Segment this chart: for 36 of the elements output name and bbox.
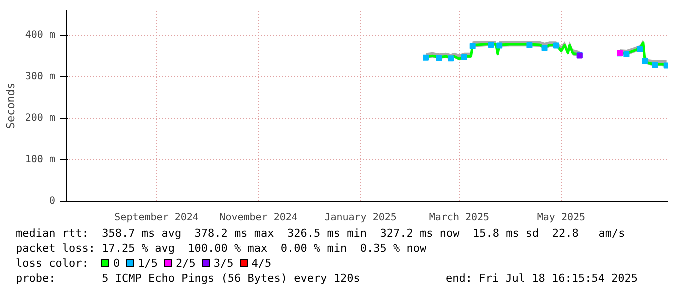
text: loss color: — [16, 257, 89, 270]
legend-label: 2/5 — [176, 257, 196, 270]
point — [526, 42, 533, 48]
text: packet loss: 17.25 % avg 100.00 % max 0.00 % min 0.35 % now — [16, 242, 427, 255]
y-tick-label: 100 m — [25, 154, 56, 166]
point — [423, 54, 430, 61]
point — [470, 43, 476, 50]
y-tick-label: 200 m — [25, 112, 56, 124]
y-tick-label: 400 m — [25, 30, 56, 41]
y-tick-label: 300 m — [25, 71, 56, 82]
point — [553, 42, 560, 49]
y-tick-label: 0 — [49, 196, 56, 207]
x-tick-label: November 2024 — [220, 212, 298, 224]
y-axis-title: Seconds — [4, 82, 18, 130]
point — [488, 42, 494, 48]
text: median rtt: 358.7 ms avg 378.2 ms max 326.5 ms min 327.2 ms now 15.8 ms sd 22.8 am/s — [16, 227, 626, 240]
text: end: Fri Jul 18 16:15:54 2025 — [446, 272, 638, 285]
point — [496, 42, 503, 49]
point — [637, 46, 644, 53]
point — [448, 56, 454, 62]
point — [652, 62, 658, 68]
legend-label: 3/5 — [214, 257, 234, 270]
x-tick-label: January 2025 — [324, 212, 397, 224]
point — [542, 45, 548, 52]
point — [642, 58, 648, 64]
x-tick-label: May 2025 — [537, 212, 586, 224]
point — [664, 62, 668, 69]
legend-label: 0 — [113, 257, 120, 270]
legend-label: 1/5 — [138, 257, 158, 270]
text: probe: 5 ICMP Echo Pings (56 Bytes) every 120s — [16, 271, 362, 286]
legend-label: 4/5 — [252, 257, 272, 270]
x-tick-label: March 2025 — [429, 212, 490, 224]
point — [624, 52, 630, 58]
point — [461, 54, 468, 60]
x-tick-label: September 2024 — [114, 212, 199, 224]
point — [436, 55, 442, 62]
